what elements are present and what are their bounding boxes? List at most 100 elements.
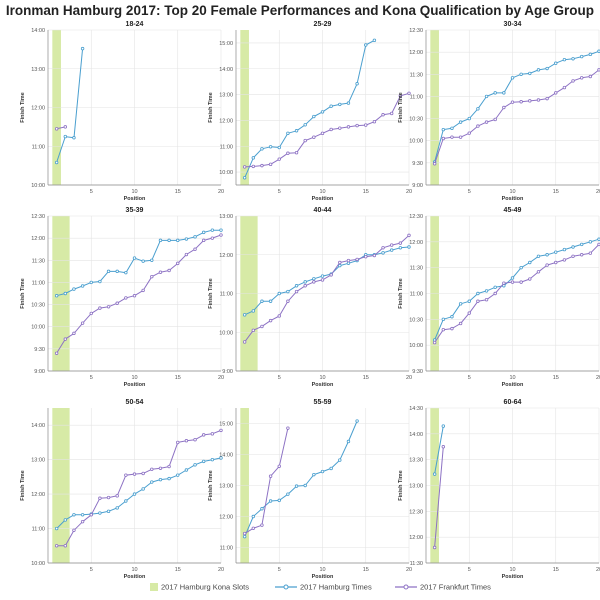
hamburg-data-point: [268, 145, 273, 149]
legend: 2017 Hamburg Kona Slots 2017 Hamburg Tim…: [0, 582, 600, 598]
hamburg-data-point: [72, 513, 76, 517]
y-tick-label: 11:00: [32, 144, 45, 150]
frankfurt-data-point: [510, 280, 515, 284]
frankfurt-data-point: [277, 157, 281, 161]
frankfurt-data-point: [346, 258, 351, 263]
y-tick-label: 11:30: [32, 258, 45, 264]
hamburg-data-point: [312, 114, 316, 119]
frankfurt-data-point: [219, 233, 223, 237]
frankfurt-series-line: [434, 69, 600, 164]
hamburg-data-point: [562, 247, 567, 252]
hamburg-data-point: [89, 280, 93, 285]
hamburg-data-point: [320, 110, 325, 114]
hamburg-data-point: [432, 472, 437, 476]
hamburg-data-point: [554, 61, 558, 65]
frankfurt-data-point: [210, 236, 215, 240]
hamburg-data-point: [519, 265, 523, 270]
hamburg-data-point: [294, 484, 299, 488]
frankfurt-data-point: [458, 135, 463, 139]
frankfurt-data-point: [242, 531, 247, 536]
y-tick-label: 9:00: [34, 369, 45, 375]
y-axis-label: Finish Time: [20, 470, 26, 500]
chart-18-24: 10:00 11:00 12:00 13:00 14:00 5 10 15 20 18-24 Pos…: [20, 21, 224, 202]
x-tick-label: 20: [218, 375, 224, 381]
x-tick-label: 15: [553, 375, 559, 381]
y-tick-label: 12:30: [409, 509, 423, 515]
frankfurt-data-point: [545, 263, 549, 267]
hamburg-data-point: [476, 107, 480, 111]
frankfurt-data-point: [80, 321, 85, 325]
kona-swatch-icon: [150, 583, 158, 592]
y-tick-label: 11:30: [410, 266, 423, 272]
frankfurt-data-point: [528, 99, 532, 103]
x-tick-label: 20: [406, 567, 412, 573]
y-tick-label: 11:30: [410, 72, 423, 78]
frankfurt-series-line: [244, 92, 410, 168]
hamburg-data-point: [72, 136, 76, 140]
hamburg-data-point: [141, 259, 145, 263]
frankfurt-data-point: [597, 68, 600, 72]
hamburg-data-point: [277, 291, 281, 296]
hamburg-data-point: [98, 279, 102, 284]
frankfurt-data-point: [106, 495, 111, 500]
x-axis-label: Position: [502, 196, 524, 202]
hamburg-data-point: [528, 71, 532, 76]
hamburg-data-point: [510, 276, 515, 280]
hamburg-data-point: [115, 269, 119, 274]
hamburg-data-point: [184, 237, 189, 241]
frankfurt-data-point: [98, 496, 102, 500]
frankfurt-data-point: [219, 428, 223, 433]
frankfurt-data-point: [450, 135, 454, 139]
y-tick-label: 14:00: [219, 67, 233, 73]
y-tick-label: 11:00: [32, 527, 45, 533]
y-tick-label: 12:30: [409, 28, 423, 34]
hamburg-data-point: [467, 299, 471, 303]
frankfurt-data-point: [303, 284, 307, 288]
y-axis-label: Finish Time: [398, 470, 404, 500]
frankfurt-data-point: [381, 246, 385, 250]
frankfurt-data-point: [580, 76, 584, 80]
y-tick-label: 14:00: [219, 453, 233, 459]
hamburg-series-line: [244, 39, 375, 178]
hamburg-data-point: [458, 120, 463, 124]
frankfurt-data-point: [338, 126, 342, 130]
x-tick-label: 5: [90, 189, 93, 195]
hamburg-data-point: [158, 238, 163, 243]
frankfurt-data-point: [519, 100, 523, 104]
hamburg-data-point: [193, 463, 197, 467]
kona-slot-band: [52, 216, 70, 371]
hamburg-data-point: [251, 309, 255, 313]
x-tick-label: 5: [468, 567, 471, 573]
hamburg-data-point: [63, 291, 67, 296]
x-tick-label: 20: [218, 567, 224, 573]
frankfurt-data-point: [184, 252, 189, 257]
hamburg-data-point: [329, 104, 333, 108]
frankfurt-data-point: [115, 494, 119, 498]
hamburg-data-point: [329, 466, 333, 471]
y-tick-label: 9:30: [34, 347, 45, 353]
y-tick-label: 15:00: [219, 41, 233, 47]
x-tick-label: 20: [406, 189, 412, 195]
hamburg-data-point: [260, 299, 264, 303]
frankfurt-series-line: [56, 234, 222, 354]
y-tick-label: 14:00: [409, 432, 423, 438]
chart-title: 55-59: [314, 399, 332, 406]
frankfurt-data-point: [150, 274, 154, 279]
frankfurt-data-point: [355, 257, 359, 262]
frankfurt-data-point: [167, 268, 171, 273]
frankfurt-data-point: [441, 327, 445, 332]
hamburg-data-point: [597, 237, 600, 241]
hamburg-data-point: [277, 145, 281, 150]
x-tick-label: 20: [406, 375, 412, 381]
hamburg-line-icon: [275, 584, 297, 590]
x-axis-label: Position: [312, 382, 334, 388]
frankfurt-data-point: [251, 328, 255, 333]
hamburg-data-point: [493, 285, 497, 289]
x-tick-label: 20: [596, 189, 600, 195]
frankfurt-data-point: [320, 278, 325, 282]
x-tick-label: 5: [468, 189, 471, 195]
frankfurt-data-point: [63, 125, 67, 129]
frankfurt-data-point: [193, 247, 197, 251]
hamburg-data-point: [106, 269, 111, 274]
